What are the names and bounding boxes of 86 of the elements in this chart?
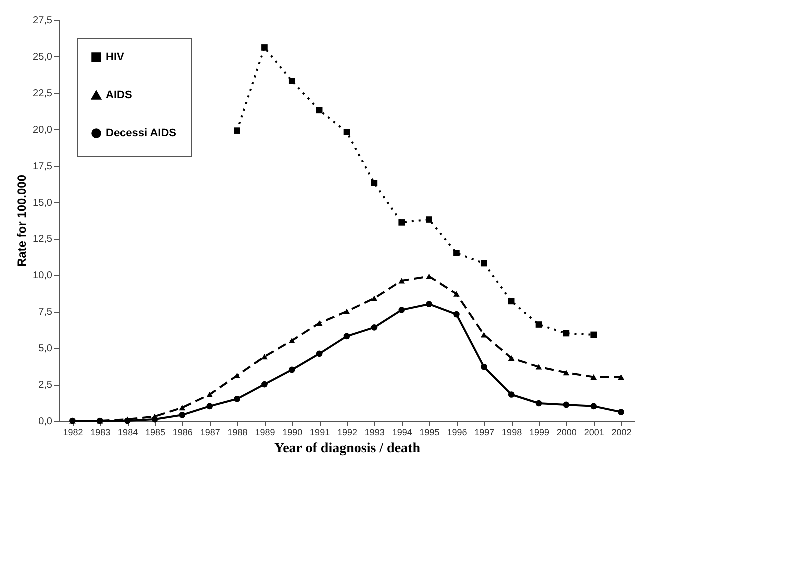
- y-tick-label: 5,0: [38, 344, 53, 355]
- point: [371, 324, 378, 331]
- y-tick-label: 15,0: [33, 198, 53, 209]
- y-tick-label: 12,5: [33, 234, 53, 246]
- x-tick-label: 1987: [200, 428, 220, 438]
- x-tick-label: 1996: [447, 428, 468, 438]
- point: [288, 338, 296, 344]
- point: [398, 278, 406, 284]
- point: [426, 216, 432, 223]
- point: [426, 301, 432, 308]
- y-tick-label: 25,0: [33, 52, 53, 63]
- point: [316, 320, 323, 326]
- x-tick-label: 1997: [474, 428, 495, 438]
- point: [590, 403, 598, 410]
- point: [398, 307, 406, 314]
- point: [316, 107, 323, 114]
- x-tick-label: 1998: [502, 428, 522, 438]
- x-tick-label: 2000: [556, 428, 577, 438]
- point: [206, 403, 214, 410]
- x-tick-label: 1999: [529, 428, 550, 438]
- y-tick-label: 27,5: [33, 16, 53, 26]
- point: [398, 220, 406, 226]
- point: [508, 356, 515, 362]
- point: [563, 370, 570, 376]
- point: [262, 381, 268, 388]
- point: [179, 405, 186, 411]
- x-tick-label: 1986: [172, 428, 193, 438]
- x-tick-label: 1982: [63, 428, 84, 438]
- point: [508, 298, 515, 305]
- point: [344, 129, 350, 136]
- point: [536, 322, 542, 328]
- point: [288, 366, 296, 374]
- legend-label: AIDS: [106, 90, 132, 102]
- point: [316, 350, 323, 358]
- y-tick-label: 7,5: [38, 307, 53, 318]
- x-tick-label: 1993: [364, 428, 385, 438]
- y-tick-label: 17,5: [33, 161, 53, 172]
- point: [426, 274, 432, 280]
- point: [371, 296, 378, 302]
- x-tick-label: 1992: [337, 428, 358, 438]
- point: [480, 332, 488, 338]
- point: [344, 308, 350, 314]
- point: [454, 250, 460, 256]
- point: [563, 330, 570, 337]
- legend-label: HIV: [106, 52, 125, 64]
- point: [590, 332, 598, 338]
- x-tick-label: 1984: [118, 428, 138, 438]
- point: [454, 311, 460, 318]
- point: [179, 412, 186, 418]
- point: [618, 374, 624, 380]
- legend-label: Decessi AIDS: [106, 128, 177, 140]
- point: [371, 180, 378, 186]
- point: [563, 402, 570, 408]
- point: [152, 416, 158, 423]
- point: [480, 260, 488, 267]
- x-axis-title: Year of diagnosis / death: [274, 442, 421, 456]
- x-tick-label: 1983: [90, 428, 111, 438]
- point: [454, 291, 460, 297]
- point: [288, 78, 296, 84]
- x-tick-label: 1990: [282, 428, 303, 438]
- x-tick-label: 1994: [392, 428, 412, 438]
- point: [508, 392, 515, 398]
- y-tick-label: 22,5: [33, 88, 53, 100]
- point: [262, 354, 268, 360]
- y-tick-label: 0,0: [38, 416, 53, 428]
- point: [234, 128, 240, 134]
- x-tick-label: 1995: [420, 428, 440, 438]
- y-tick-label: 20,0: [33, 124, 53, 136]
- x-tick-label: 2001: [584, 428, 604, 438]
- point: [234, 396, 240, 402]
- point: [206, 392, 214, 398]
- y-tick-label: 10,0: [33, 270, 53, 282]
- point: [590, 374, 598, 380]
- x-tick-label: 1988: [228, 428, 248, 438]
- x-tick-label: 2002: [612, 428, 632, 438]
- x-tick-label: 1991: [310, 428, 330, 438]
- point: [262, 44, 268, 51]
- x-tick-label: 1985: [145, 428, 166, 438]
- point: [536, 400, 542, 407]
- point: [480, 364, 488, 370]
- point: [344, 333, 350, 340]
- point: [536, 364, 542, 370]
- point: [618, 409, 624, 416]
- y-tick-label: 2,5: [38, 380, 53, 392]
- y-axis-title: Rate for 100.000: [15, 174, 30, 268]
- x-tick-label: 1989: [255, 428, 276, 438]
